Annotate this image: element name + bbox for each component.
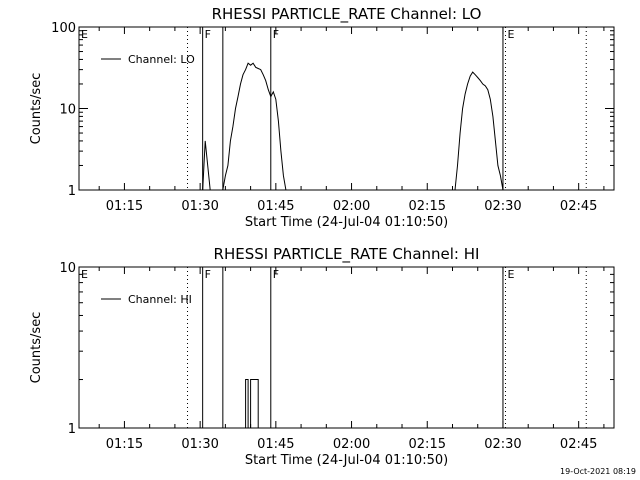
event-marker-label: F [273,268,279,281]
footer-timestamp: 19-Oct-2021 08:19 [560,467,636,476]
series-line-segment [245,379,259,428]
x-tick-label: 01:15 [106,199,143,214]
x-tick-label: 01:45 [257,199,294,214]
y-tick-label: 1 [68,422,76,437]
event-marker-label: E [507,268,514,281]
plot-frame [78,266,615,429]
chart-title: RHESSI PARTICLE_RATE Channel: LO [212,5,482,24]
event-marker-label: E [81,28,88,41]
y-tick-label: 100 [51,21,76,36]
series-line-segment [202,140,211,190]
x-axis-label: Start Time (24-Jul-04 01:10:50) [245,215,448,230]
series-line-segment [222,62,287,190]
chart-title: RHESSI PARTICLE_RATE Channel: HI [214,245,480,264]
x-tick-label: 01:45 [257,437,294,452]
x-tick-label: 02:30 [484,437,521,452]
x-tick-label: 01:30 [181,199,218,214]
series-line-segment [454,71,504,190]
x-tick-label: 02:00 [333,199,370,214]
x-tick-label: 02:45 [560,437,597,452]
legend-entry: Channel: LO [128,53,195,66]
event-marker-label: E [507,28,514,41]
event-marker-label: E [81,268,88,281]
legend-entry: Channel: HI [128,293,192,306]
event-marker-label: F [273,28,279,41]
event-marker-label: F [205,268,211,281]
x-tick-label: 01:15 [106,437,143,452]
plot-panel-lo: RHESSI PARTICLE_RATE Channel: LO 01:15 01:… [29,5,615,230]
plot-panel-hi: RHESSI PARTICLE_RATE Channel: HI 01:15 01:… [29,245,615,468]
y-axis-label: Counts/sec [29,73,44,145]
event-marker-label: F [205,28,211,41]
y-tick-label: 10 [59,103,76,118]
x-tick-label: 02:15 [409,437,446,452]
x-tick-label: 01:30 [181,437,218,452]
x-tick-label: 02:00 [333,437,370,452]
y-tick-label: 10 [59,261,76,276]
x-axis-label: Start Time (24-Jul-04 01:10:50) [245,453,448,468]
y-tick-label: 1 [68,184,76,199]
x-tick-label: 02:15 [409,199,446,214]
x-tick-label: 02:30 [484,199,521,214]
x-tick-label: 02:45 [560,199,597,214]
plot-frame [78,26,615,191]
y-axis-label: Counts/sec [29,312,44,384]
